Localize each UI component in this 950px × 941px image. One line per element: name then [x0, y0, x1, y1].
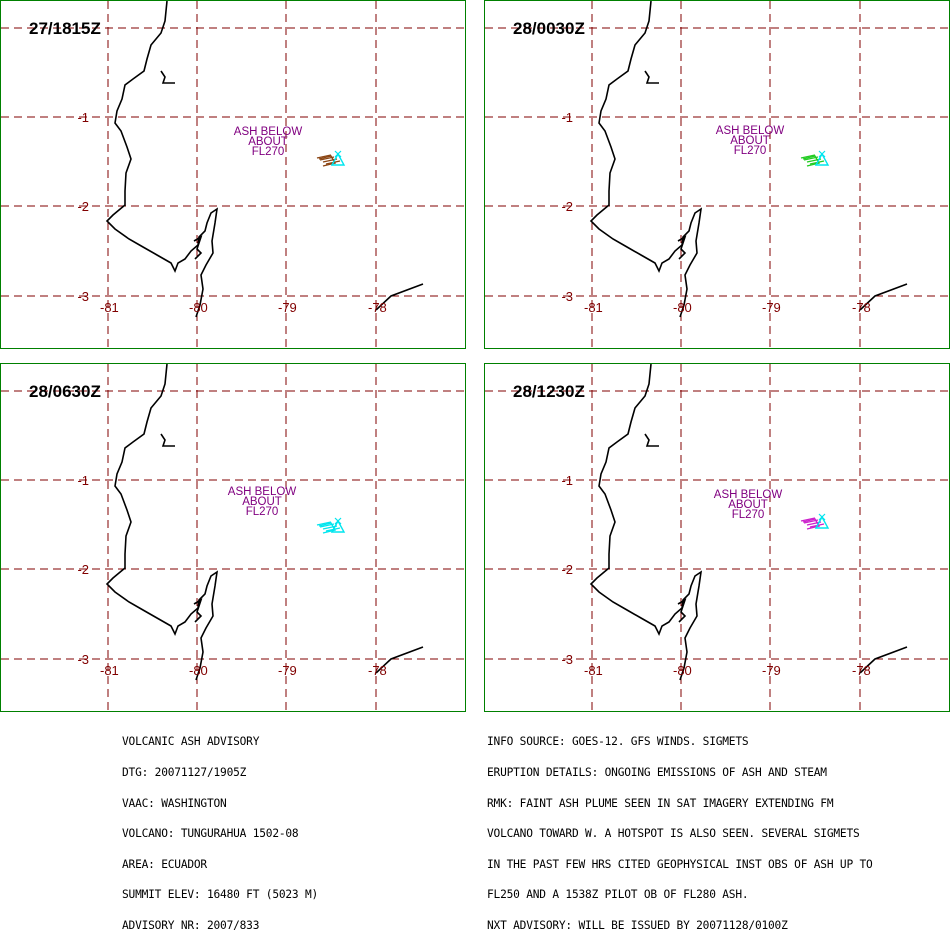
- ash-label-3: ASH BELOW ABOUT FL270: [227, 486, 297, 518]
- volcano-marker: [334, 517, 342, 525]
- volcano-marker: [814, 515, 830, 529]
- lon-label: -78: [368, 663, 387, 678]
- advisory-line: RMK: FAINT ASH PLUME SEEN IN SAT IMAGERY…: [487, 796, 834, 810]
- advisory-line: NXT ADVISORY: WILL BE ISSUED BY 20071128…: [487, 919, 788, 933]
- volcano-marker: [818, 150, 826, 158]
- lat-label: -1: [561, 110, 573, 125]
- lon-label: -80: [673, 663, 692, 678]
- lat-label: -1: [561, 473, 573, 488]
- lat-label: -2: [77, 562, 89, 577]
- lat-label: -2: [77, 199, 89, 214]
- lon-label: -78: [368, 300, 387, 315]
- coastline: [105, 1, 219, 318]
- panel-time-4: 28/1230Z: [513, 382, 585, 401]
- lon-label: -79: [278, 663, 297, 678]
- ash-plume: [800, 517, 825, 530]
- coastline: [644, 70, 659, 84]
- lon-label: -81: [100, 300, 119, 315]
- panel-time-1: 27/1815Z: [29, 19, 101, 38]
- lat-label: -1: [77, 110, 89, 125]
- ash-label-1: ASH BELOW ABOUT FL270: [233, 126, 303, 158]
- lat-label: -3: [77, 289, 89, 304]
- lon-label: -81: [584, 663, 603, 678]
- map-panel-4: -1 -2 -3 -81 -80 -79 -78 28/1230Z ASH BELOW AB…: [484, 363, 950, 713]
- lat-label: -2: [561, 199, 573, 214]
- volcano-marker: [334, 150, 342, 158]
- ash-label-4: ASH BELOW ABOUT FL270: [713, 489, 783, 521]
- lat-label: -1: [77, 473, 89, 488]
- lon-label: -79: [762, 300, 781, 315]
- advisory-line: ERUPTION DETAILS: ONGOING EMISSIONS OF A…: [487, 766, 827, 780]
- volcano-marker: [330, 152, 346, 166]
- coastline: [160, 433, 175, 447]
- volcano-marker: [814, 152, 830, 166]
- lon-label: -81: [584, 300, 603, 315]
- lon-label: -78: [852, 300, 871, 315]
- lat-label: -3: [77, 652, 89, 667]
- lat-label: -2: [561, 562, 573, 577]
- advisory-line: VOLCANIC ASH ADVISORY: [122, 735, 260, 749]
- panel-time-2: 28/0030Z: [513, 19, 585, 38]
- panel-time-3: 28/0630Z: [29, 382, 101, 401]
- lat-label: -3: [561, 652, 573, 667]
- coastline: [375, 283, 424, 311]
- lon-label: -79: [278, 300, 297, 315]
- lon-label: -79: [762, 663, 781, 678]
- coastline: [644, 433, 659, 447]
- coastline: [677, 235, 687, 260]
- map-panel-3: -1 -2 -3 -81 -80 -79 -78 28/0630Z ASH BELOW AB…: [0, 363, 467, 713]
- advisory-line: VOLCANO: TUNGURAHUA 1502-08: [122, 827, 299, 841]
- coastline: [375, 646, 424, 674]
- coastline: [859, 646, 908, 674]
- map-canvas-2: -1 -2 -3 -81 -80 -79 -78: [485, 1, 950, 350]
- map-panel-2: -1 -2 -3 -81 -80 -79 -78 28/0030Z ASH BELOW AB…: [484, 0, 950, 350]
- advisory-line: VAAC: WASHINGTON: [122, 796, 227, 810]
- advisory-line: IN THE PAST FEW HRS CITED GEOPHYSICAL IN…: [487, 857, 873, 871]
- ash-label-2: ASH BELOW ABOUT FL270: [715, 125, 785, 157]
- advisory-line: INFO SOURCE: GOES-12. GFS WINDS. SIGMETS: [487, 735, 749, 749]
- advisory-line: SUMMIT ELEV: 16480 FT (5023 M): [122, 888, 319, 902]
- map-canvas-1: -1 -2 -3 -81 -80 -79 -78: [1, 1, 467, 350]
- map-canvas-3: -1 -2 -3 -81 -80 -79 -78: [1, 364, 467, 713]
- coastline: [677, 598, 687, 623]
- lon-label: -81: [100, 663, 119, 678]
- advisory-line: DTG: 20071127/1905Z: [122, 766, 247, 780]
- advisory-right-block: INFO SOURCE: GOES-12. GFS WINDS. SIGMETS…: [487, 717, 873, 941]
- map-panel-1: -1 -2 -3 -81 -80 -79 -78 27/1815Z ASH BELOW AB…: [0, 0, 467, 350]
- advisory-left-block: VOLCANIC ASH ADVISORY DTG: 20071127/1905…: [122, 717, 318, 941]
- map-canvas-4: -1 -2 -3 -81 -80 -79 -78: [485, 364, 950, 713]
- coastline: [160, 70, 175, 84]
- lon-label: -80: [189, 663, 208, 678]
- lon-label: -80: [189, 300, 208, 315]
- advisory-line: ADVISORY NR: 2007/833: [122, 919, 260, 933]
- advisory-line: FL250 AND A 1538Z PILOT OB OF FL280 ASH.: [487, 888, 749, 902]
- lat-label: -3: [561, 289, 573, 304]
- coastline: [105, 364, 219, 681]
- volcano-marker: [818, 513, 826, 521]
- coastline: [193, 235, 203, 260]
- advisory-line: AREA: ECUADOR: [122, 857, 207, 871]
- lon-label: -80: [673, 300, 692, 315]
- coastline: [859, 283, 908, 311]
- advisory-line: VOLCANO TOWARD W. A HOTSPOT IS ALSO SEEN…: [487, 827, 860, 841]
- coastline: [193, 598, 203, 623]
- volcano-marker: [330, 519, 346, 533]
- coastline: [589, 1, 703, 318]
- coastline: [589, 364, 703, 681]
- lon-label: -78: [852, 663, 871, 678]
